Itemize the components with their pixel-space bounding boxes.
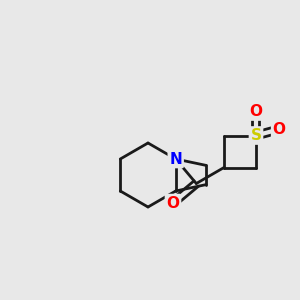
Text: O: O <box>167 196 179 211</box>
Text: O: O <box>250 104 262 119</box>
Text: S: S <box>250 128 262 143</box>
Text: O: O <box>273 122 286 137</box>
Text: N: N <box>169 152 182 166</box>
